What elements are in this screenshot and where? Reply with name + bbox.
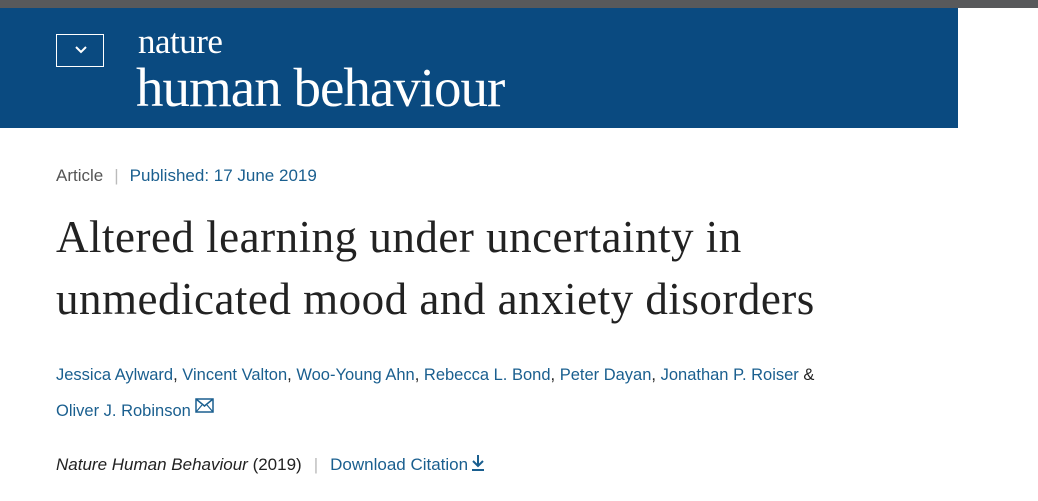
email-icon[interactable] [195, 398, 215, 414]
separator: | [114, 166, 119, 185]
article-type: Article [56, 166, 104, 185]
author-list: Jessica Aylward, Vincent Valton, Woo-You… [56, 357, 966, 429]
author-conjunction: & [803, 366, 815, 384]
author-item: Peter Dayan, [560, 366, 656, 384]
chevron-icon [75, 46, 87, 54]
menu-button[interactable] [56, 34, 104, 67]
journal-banner: nature human behaviour [0, 8, 958, 128]
published-date: Published: 17 June 2019 [129, 166, 317, 185]
brand-small[interactable]: nature [138, 22, 223, 61]
author-link[interactable]: Jessica Aylward [56, 366, 174, 384]
top-bar [0, 0, 1038, 8]
brand-large[interactable]: human behaviour [136, 57, 505, 118]
author-item: Jonathan P. Roiser & [661, 366, 815, 384]
author-link[interactable]: Jonathan P. Roiser [660, 366, 799, 384]
author-separator: , [651, 366, 656, 384]
author-separator: , [550, 366, 556, 384]
article-title: Altered learning under uncertainty in un… [56, 212, 815, 324]
author-link[interactable]: Oliver J. Robinson [56, 402, 191, 420]
author-item: Vincent Valton, [182, 366, 291, 384]
author-item: Oliver J. Robinson [56, 398, 215, 420]
separator: | [313, 455, 319, 474]
author-separator: , [173, 366, 178, 384]
journal-name: Nature Human Behaviour [56, 455, 248, 474]
author-link[interactable]: Peter Dayan [559, 366, 652, 384]
author-link[interactable]: Vincent Valton [182, 366, 288, 384]
author-link[interactable]: Woo-Young Ahn [296, 366, 415, 384]
article-meta: Article | Published: 17 June 2019 [56, 165, 317, 187]
author-separator: , [414, 366, 420, 384]
author-item: Jessica Aylward, [56, 366, 178, 384]
year: (2019) [252, 455, 302, 474]
citation: Nature Human Behaviour (2019) | Download C… [56, 453, 485, 477]
download-citation[interactable]: Download Citation [330, 455, 485, 474]
author-item: Woo-Young Ahn, [296, 366, 419, 384]
download-text: Download Citation [330, 455, 469, 474]
author-link[interactable]: Rebecca L. Bond [423, 366, 551, 384]
author-item: Rebecca L. Bond, [424, 366, 555, 384]
download-icon [472, 455, 485, 471]
author-separator: , [287, 366, 292, 384]
